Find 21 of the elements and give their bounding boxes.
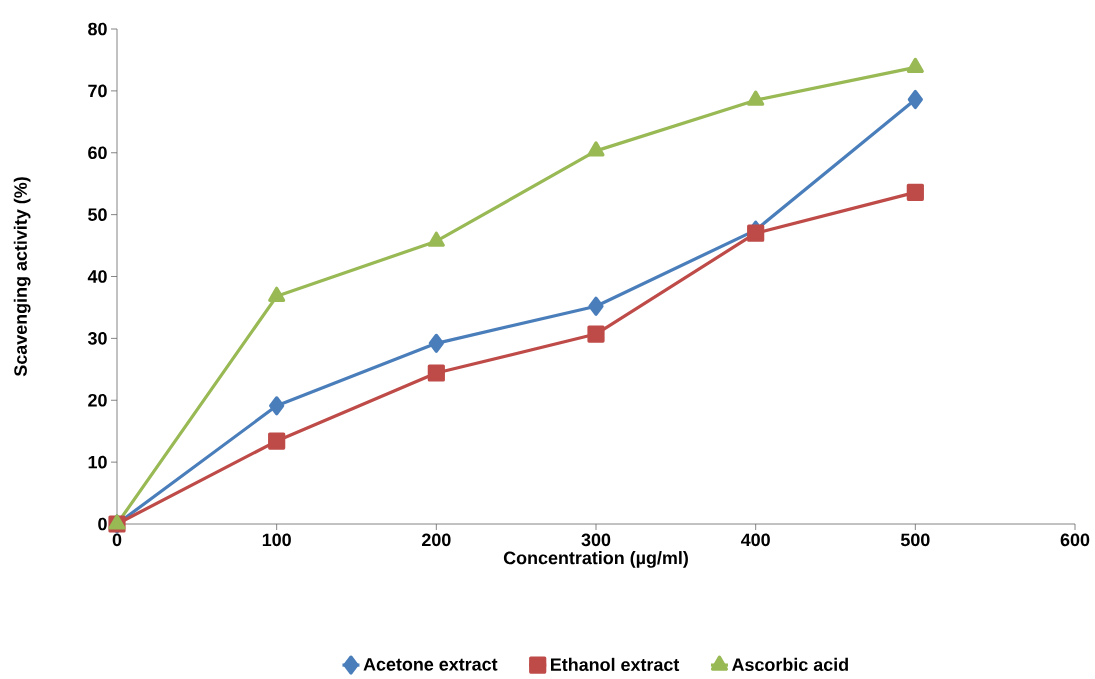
x-tick-label: 300 (581, 533, 611, 547)
x-tick-label: 200 (422, 533, 451, 547)
legend-label: Ethanol extract (551, 657, 680, 671)
y-tick-label: 50 (88, 208, 107, 221)
y-tick-label: 0 (98, 517, 107, 531)
x-tick-label: 500 (900, 533, 930, 547)
y-tick-label: 20 (88, 393, 107, 407)
legend-label: Ascorbic acid (732, 657, 848, 671)
y-axis-title: Scavenging activity (%) (13, 177, 31, 377)
x-tick-label: 400 (740, 533, 770, 547)
x-axis-title: Concentration (µg/ml) (503, 551, 688, 568)
y-tick-label: 80 (88, 22, 107, 36)
x-tick-label: 100 (262, 533, 291, 547)
x-tick-label: 0 (112, 533, 122, 547)
legend-label: Acetone extract (363, 658, 498, 671)
y-tick-label: 40 (87, 270, 107, 283)
x-tick-label: 600 (1060, 533, 1090, 547)
y-tick-label: 70 (88, 84, 107, 98)
y-tick-label: 60 (88, 146, 107, 160)
y-tick-label: 30 (87, 332, 107, 345)
y-tick-label: 10 (88, 455, 107, 469)
